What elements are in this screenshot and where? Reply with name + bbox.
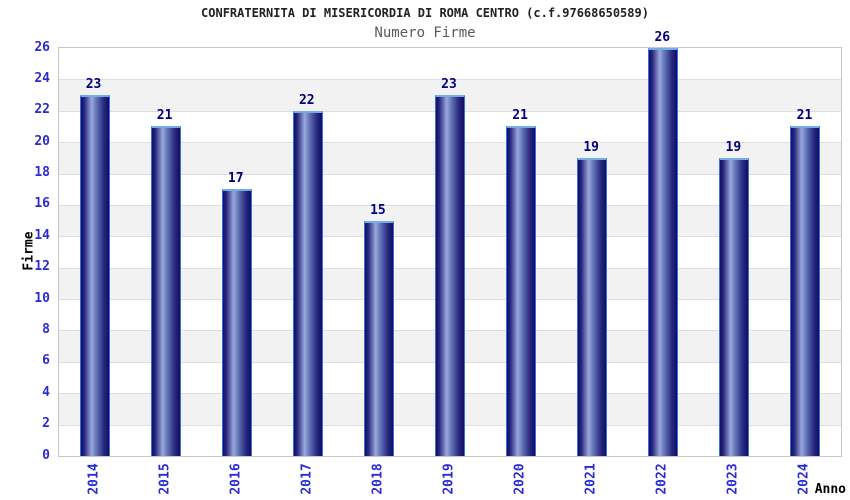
bar-2016	[221, 189, 252, 456]
y-tick-label: 6	[42, 353, 50, 369]
x-tick-label: 2021	[583, 463, 599, 495]
bar-2014	[79, 95, 110, 456]
chart-subtitle: Numero Firme	[374, 25, 476, 41]
x-tick-label: 2022	[654, 463, 670, 495]
y-tick-label: 24	[34, 70, 50, 86]
y-tick-label: 26	[34, 39, 50, 55]
y-tick-label: 4	[42, 384, 50, 400]
y-tick-label: 22	[34, 102, 50, 118]
bar-2015	[150, 126, 181, 456]
x-tick-label: 2016	[228, 463, 244, 495]
y-tick-label: 10	[34, 290, 50, 306]
y-tick-label: 2	[42, 416, 50, 432]
bar-2021	[577, 157, 608, 456]
bar-2020	[506, 126, 537, 456]
x-tick-label: 2023	[725, 463, 741, 495]
y-tick-label: 0	[42, 447, 50, 463]
x-tick-label: 2015	[157, 463, 173, 495]
y-tick-label: 12	[34, 259, 50, 275]
x-tick-label: 2020	[512, 463, 528, 495]
bar-2018	[363, 220, 394, 456]
bar-2023	[719, 157, 750, 456]
bar-2019	[435, 95, 465, 456]
x-tick-label: 2019	[441, 463, 457, 495]
bar-2017	[292, 110, 323, 456]
y-tick-label: 16	[34, 196, 50, 212]
bar-2024	[790, 126, 821, 456]
background-band	[59, 48, 841, 80]
y-tick-label: 14	[34, 227, 50, 243]
x-tick-label: 2024	[796, 463, 812, 495]
y-tick-label: 18	[34, 165, 50, 181]
plot-area	[58, 47, 842, 457]
y-tick-label: 20	[34, 133, 50, 149]
x-tick-label: 2014	[86, 463, 102, 495]
x-axis-title: Anno	[814, 482, 846, 497]
chart-title: CONFRATERNITA DI MISERICORDIA DI ROMA CE…	[201, 6, 649, 20]
gridline	[59, 79, 841, 80]
y-tick-label: 8	[42, 321, 50, 337]
bar-2022	[648, 48, 679, 456]
x-tick-label: 2018	[370, 463, 386, 495]
x-tick-label: 2017	[299, 463, 315, 495]
